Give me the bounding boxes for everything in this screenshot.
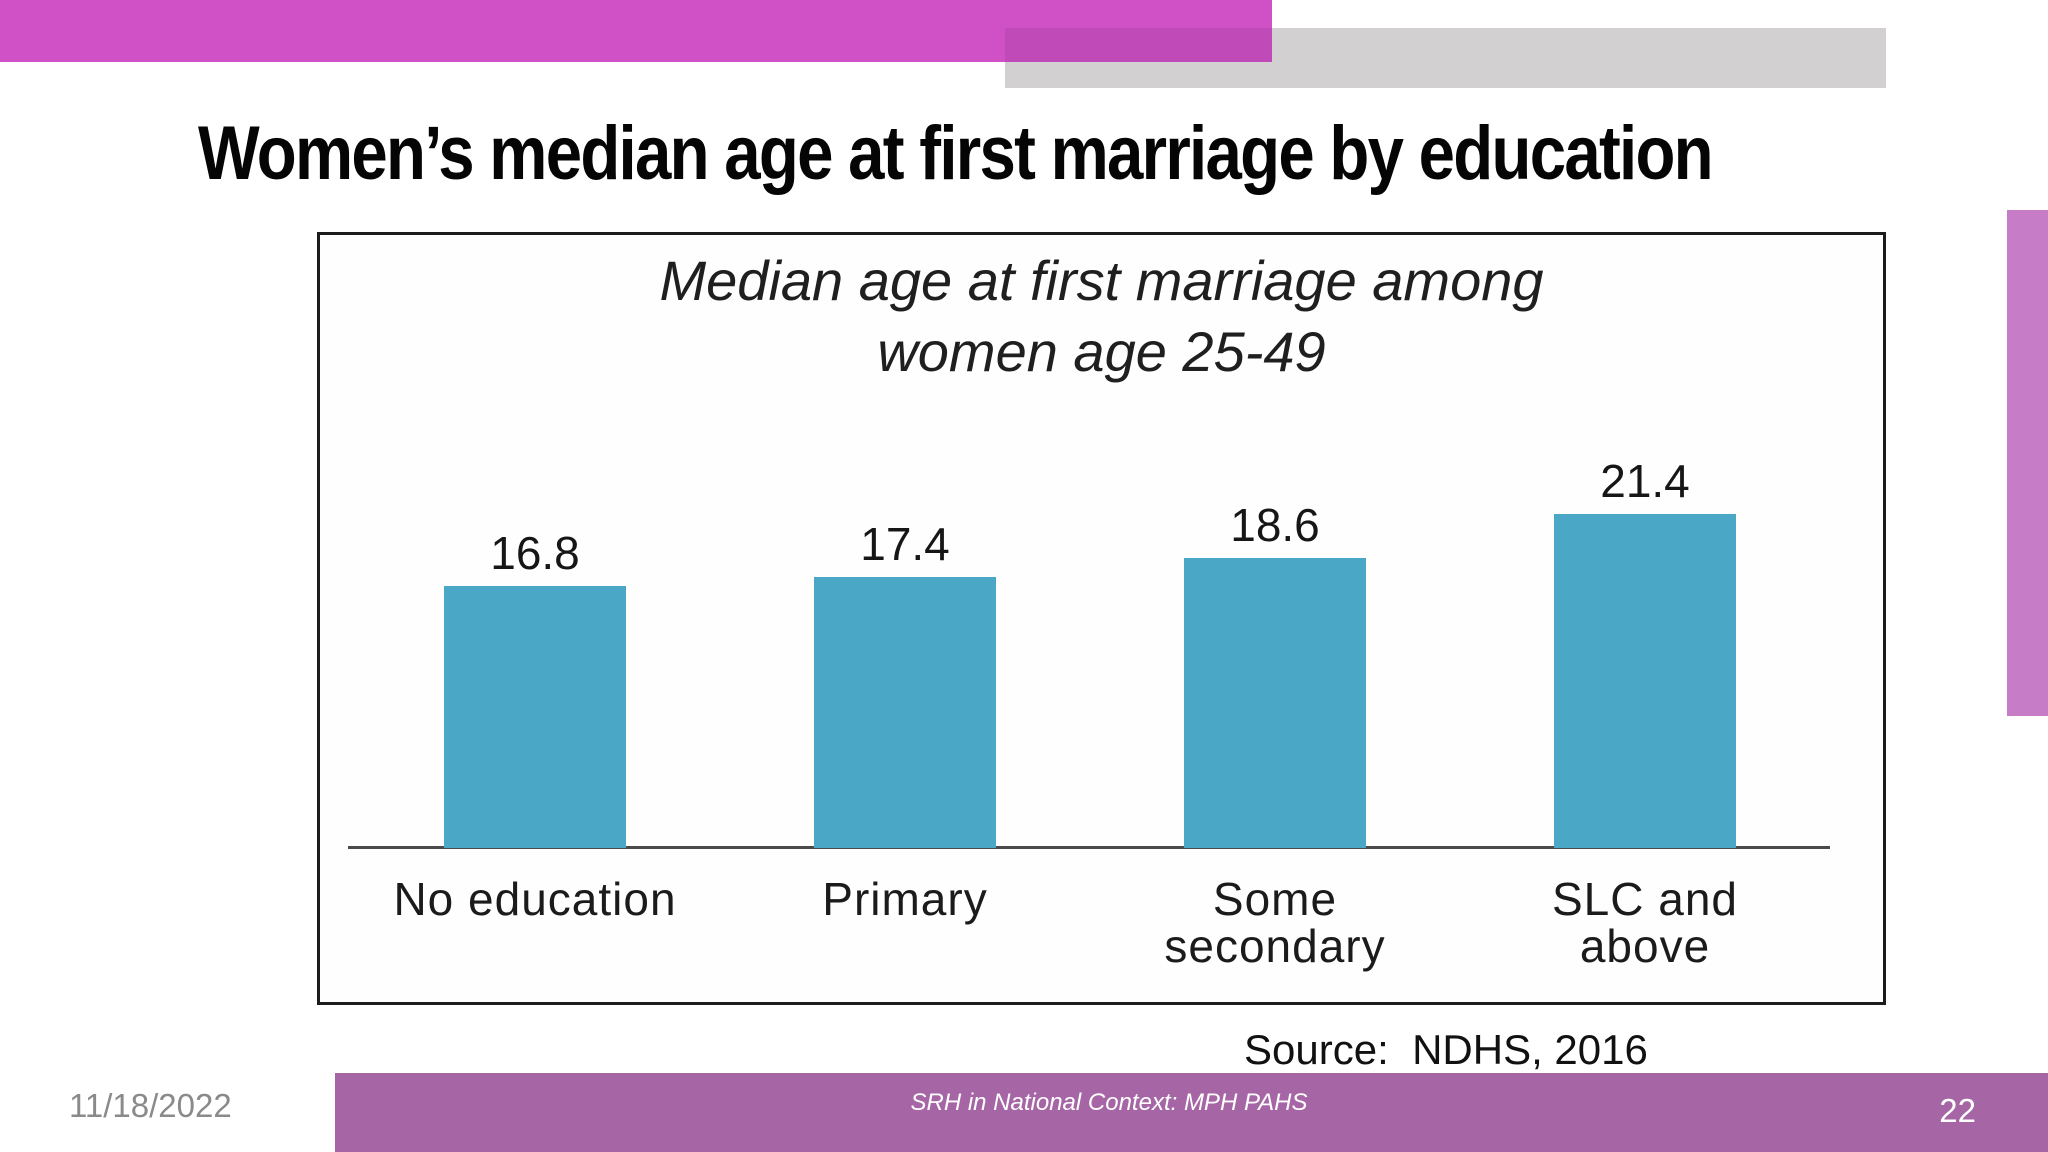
footer-text: SRH in National Context: MPH PAHS [910, 1089, 1308, 1116]
top-bars-overlap [1005, 28, 1272, 62]
plot-area: 16.8 No education 17.4 Primary 18.6 Some seco… [320, 235, 1883, 1002]
chart-title-line2: women age 25-49 [877, 320, 1326, 383]
bar-value-label: 21.4 [1600, 455, 1690, 507]
source-note: Source: NDHS, 2016 [1244, 1026, 1648, 1073]
bar-value-label: 17.4 [860, 518, 950, 570]
bar-category-label: Some secondary [1164, 873, 1386, 972]
x-axis-line [348, 846, 1830, 849]
footer-bar: SRH in National Context: MPH PAHS 22 [335, 1073, 2048, 1152]
bar-slc-and-above [1554, 514, 1736, 848]
chart: Median age at first marriage among women… [317, 232, 1886, 1005]
bar-category-label: No education [393, 873, 677, 925]
right-accent-bar [2007, 210, 2048, 716]
bar-value-label: 18.6 [1230, 499, 1320, 551]
page-number: 22 [1939, 1092, 1976, 1129]
bar-primary [814, 577, 996, 848]
chart-title: Median age at first marriage among women… [320, 245, 1883, 387]
bar-category-label: SLC and above [1551, 873, 1738, 972]
bar-value-label: 16.8 [490, 527, 580, 579]
chart-title-line1: Median age at first marriage among [659, 249, 1544, 312]
slide-date: 11/18/2022 [69, 1087, 232, 1124]
bar-category-label: Primary [822, 873, 988, 925]
slide-title: Women’s median age at first marriage by … [198, 111, 1714, 196]
bar-no-education [444, 586, 626, 848]
bar-some-secondary [1184, 558, 1366, 848]
